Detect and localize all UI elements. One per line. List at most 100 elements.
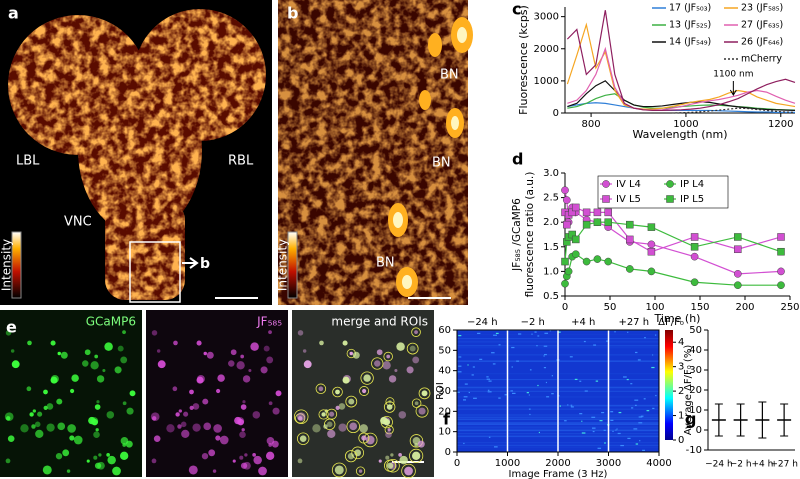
heatmap-speck [644, 337, 646, 339]
panel-b: b BN BN BN Intensity [276, 0, 473, 305]
data-point [561, 257, 569, 266]
cell [172, 386, 178, 392]
cell [129, 390, 136, 397]
cell [94, 462, 102, 469]
heatmap-speck [616, 428, 618, 430]
legend-box [597, 175, 729, 209]
cell [94, 404, 101, 410]
heatmap-speck [511, 366, 513, 368]
heatmap-speck [457, 391, 460, 393]
y-tick-label: 20 [689, 385, 702, 396]
cell [260, 366, 268, 374]
heatmap-speck [612, 430, 614, 433]
y-tick-label: 2000 [534, 44, 559, 55]
data-point [690, 233, 699, 241]
region-label: BN [440, 68, 459, 83]
heatmap-speck [627, 331, 629, 333]
cell [106, 453, 110, 457]
cell [250, 342, 259, 351]
heatmap-speck [531, 333, 533, 335]
x-tick-label: 1200 [768, 119, 793, 130]
cell [302, 349, 307, 353]
data-point [690, 252, 699, 261]
condition-label: −2 h [521, 317, 545, 328]
cell [232, 459, 236, 463]
cell [20, 424, 29, 433]
condition-label: +4 h [571, 317, 595, 328]
y-tick-label: 0.5 [543, 291, 559, 302]
x-tick-label: 4000 [646, 458, 671, 469]
heatmap-speck [458, 356, 462, 358]
roi [386, 458, 400, 473]
cell [394, 369, 398, 373]
region-label: RBL [228, 154, 254, 169]
cell [253, 455, 262, 465]
legend-marker [666, 180, 674, 188]
heatmap-speck [604, 442, 606, 444]
heatmap-speck [652, 407, 655, 410]
colorbar-label: Intensity [0, 239, 14, 291]
colorbar-label: Intensity [276, 239, 290, 291]
y-tick-label: 2.5 [543, 193, 559, 204]
legend-label: IP L4 [680, 179, 704, 190]
cell [323, 424, 328, 429]
y-tick-label: 0 [445, 447, 451, 458]
heatmap-speck [626, 378, 629, 381]
heatmap-speck [634, 399, 639, 401]
roi [293, 409, 309, 424]
cell [359, 424, 368, 433]
cell [240, 404, 247, 410]
cell [412, 356, 420, 364]
cell [203, 351, 207, 356]
heatmap-speck [463, 396, 468, 398]
heatmap-speck [491, 352, 495, 354]
data-point [777, 267, 785, 276]
cell [95, 428, 99, 432]
roi [406, 342, 419, 355]
x-tick-label: −24 h [705, 460, 733, 470]
cell [387, 428, 391, 432]
heatmap-speck [579, 413, 583, 415]
cell [98, 453, 102, 457]
panel-e [0, 310, 434, 479]
panel-e-labels: e GCaMP6 JF₅₈₅ merge and ROIs [6, 315, 428, 337]
cell [404, 466, 413, 476]
cell [363, 374, 371, 382]
heatmap-speck [610, 411, 614, 413]
cell [71, 374, 79, 382]
cell [153, 435, 161, 442]
cell [414, 401, 419, 406]
cell [166, 424, 175, 433]
panel-label: e [6, 318, 17, 337]
heatmap-speck [538, 431, 540, 434]
heatmap-speck [581, 420, 583, 422]
data-point [563, 220, 571, 229]
cell [338, 403, 346, 410]
cell [90, 361, 99, 370]
cell [386, 354, 391, 359]
spectrum-line [567, 93, 796, 111]
data-point [777, 281, 785, 290]
cell [67, 424, 76, 433]
cell [240, 354, 245, 359]
roi [355, 466, 366, 476]
cell [242, 375, 251, 383]
heatmap-speck [633, 428, 638, 430]
cell [46, 423, 55, 432]
heatmap-speck [637, 359, 641, 361]
cell [192, 403, 200, 410]
cell [34, 421, 41, 428]
data-point [626, 235, 634, 244]
cell [239, 431, 246, 439]
cell [318, 386, 324, 392]
heatmap-speck [569, 356, 573, 358]
cell [376, 349, 383, 356]
heatmap-speck [634, 351, 638, 354]
heatmap-speck [570, 406, 573, 408]
heatmap-speck [487, 389, 490, 391]
heatmap-speck [610, 419, 614, 421]
legend-marker [602, 195, 610, 203]
y-tick-label: 3000 [534, 12, 559, 23]
data-point [647, 240, 656, 249]
heatmap-speck [543, 355, 545, 357]
